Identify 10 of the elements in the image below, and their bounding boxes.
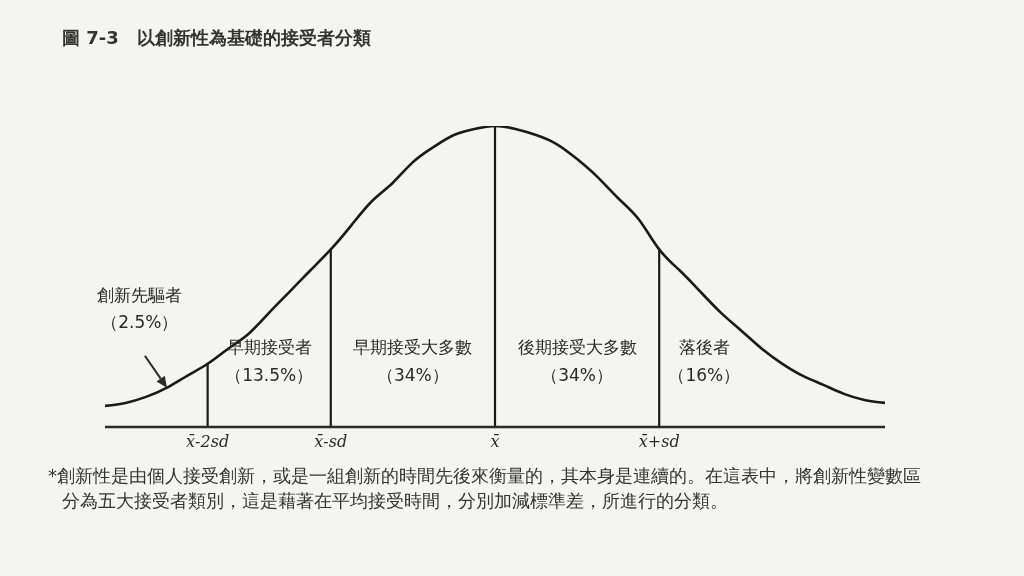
x-tick-label: x̄-sd (314, 432, 348, 451)
x-tick-label: x̄ (490, 432, 500, 451)
annotation: 創新先驅者（2.5%） (97, 285, 183, 333)
chart-title: 圖 7-3 以創新性為基礎的接受者分類 (62, 26, 371, 50)
annotation: 後期接受大多數（34%） (517, 337, 637, 385)
x-tick-label: x̄+sd (638, 432, 680, 451)
annotation: 落後者（16%） (668, 337, 741, 385)
annotation: 早期接受大多數（34%） (353, 337, 473, 385)
text: *創新性是由個人接受創新，或是一組創新的時間先後來衡量的，其本身是連續的。在這表中，將創新性變數區分為五大接受者類別，這是藉著在平均接受時間，分別加減標準差，所進行的分類。 (48, 464, 922, 513)
x-tick-label: x̄-2sd (186, 432, 230, 451)
